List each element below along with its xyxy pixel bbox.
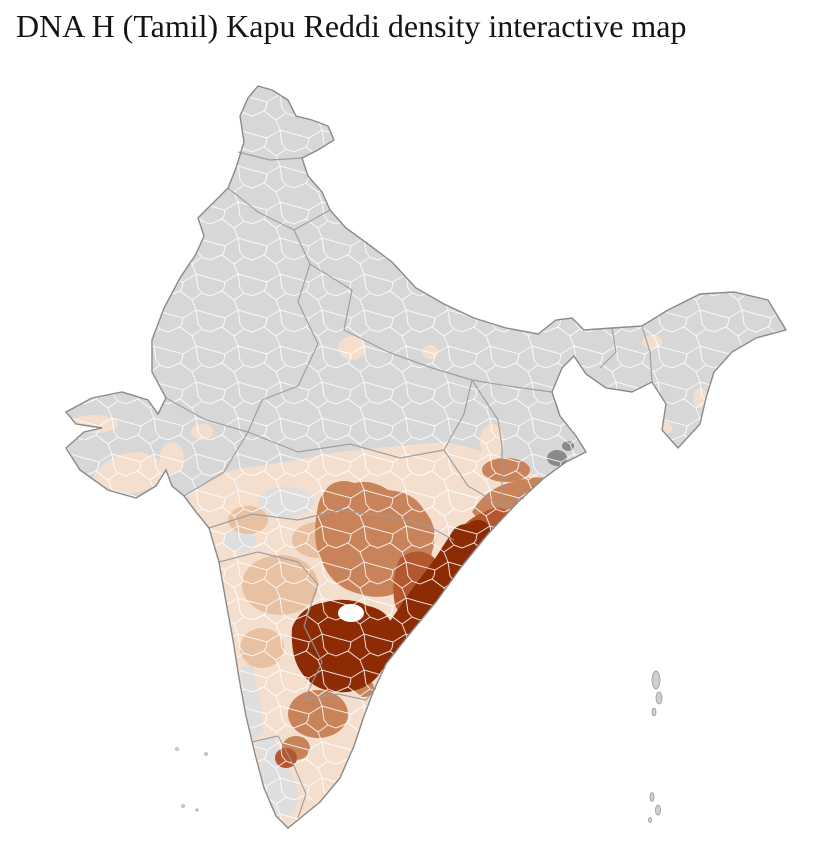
state-border-line (303, 687, 377, 701)
island[interactable] (651, 707, 657, 717)
island[interactable] (655, 804, 661, 816)
state-border-line (641, 325, 653, 383)
state-border-line (165, 397, 263, 433)
state-border-line (303, 583, 323, 701)
state-borders (165, 151, 653, 819)
state-border-line (443, 379, 473, 451)
island[interactable] (648, 817, 652, 823)
state-border-line (471, 379, 503, 505)
state-border-line (251, 735, 307, 819)
state-border-line (443, 449, 525, 507)
island[interactable] (651, 670, 661, 690)
district-boundaries-overlay (66, 86, 786, 828)
state-border-line (237, 151, 303, 161)
state-border-line (183, 431, 249, 497)
state-border-line (247, 431, 445, 459)
lakshadweep-islands[interactable] (175, 747, 208, 812)
island[interactable] (195, 808, 199, 812)
state-border-line (218, 551, 319, 585)
india-outline (64, 85, 788, 829)
state-border-line (309, 263, 553, 393)
page-title: DNA H (Tamil) Kapu Reddi density interac… (16, 8, 687, 44)
state-border-line (599, 327, 617, 369)
island[interactable] (655, 691, 663, 705)
island[interactable] (175, 747, 179, 751)
state-border-line (227, 187, 331, 231)
state-border-line (208, 509, 455, 541)
island[interactable] (204, 752, 208, 756)
state-border-line (261, 229, 319, 401)
island[interactable] (181, 804, 185, 808)
andaman-nicobar-islands[interactable] (648, 670, 663, 823)
island[interactable] (649, 792, 655, 802)
